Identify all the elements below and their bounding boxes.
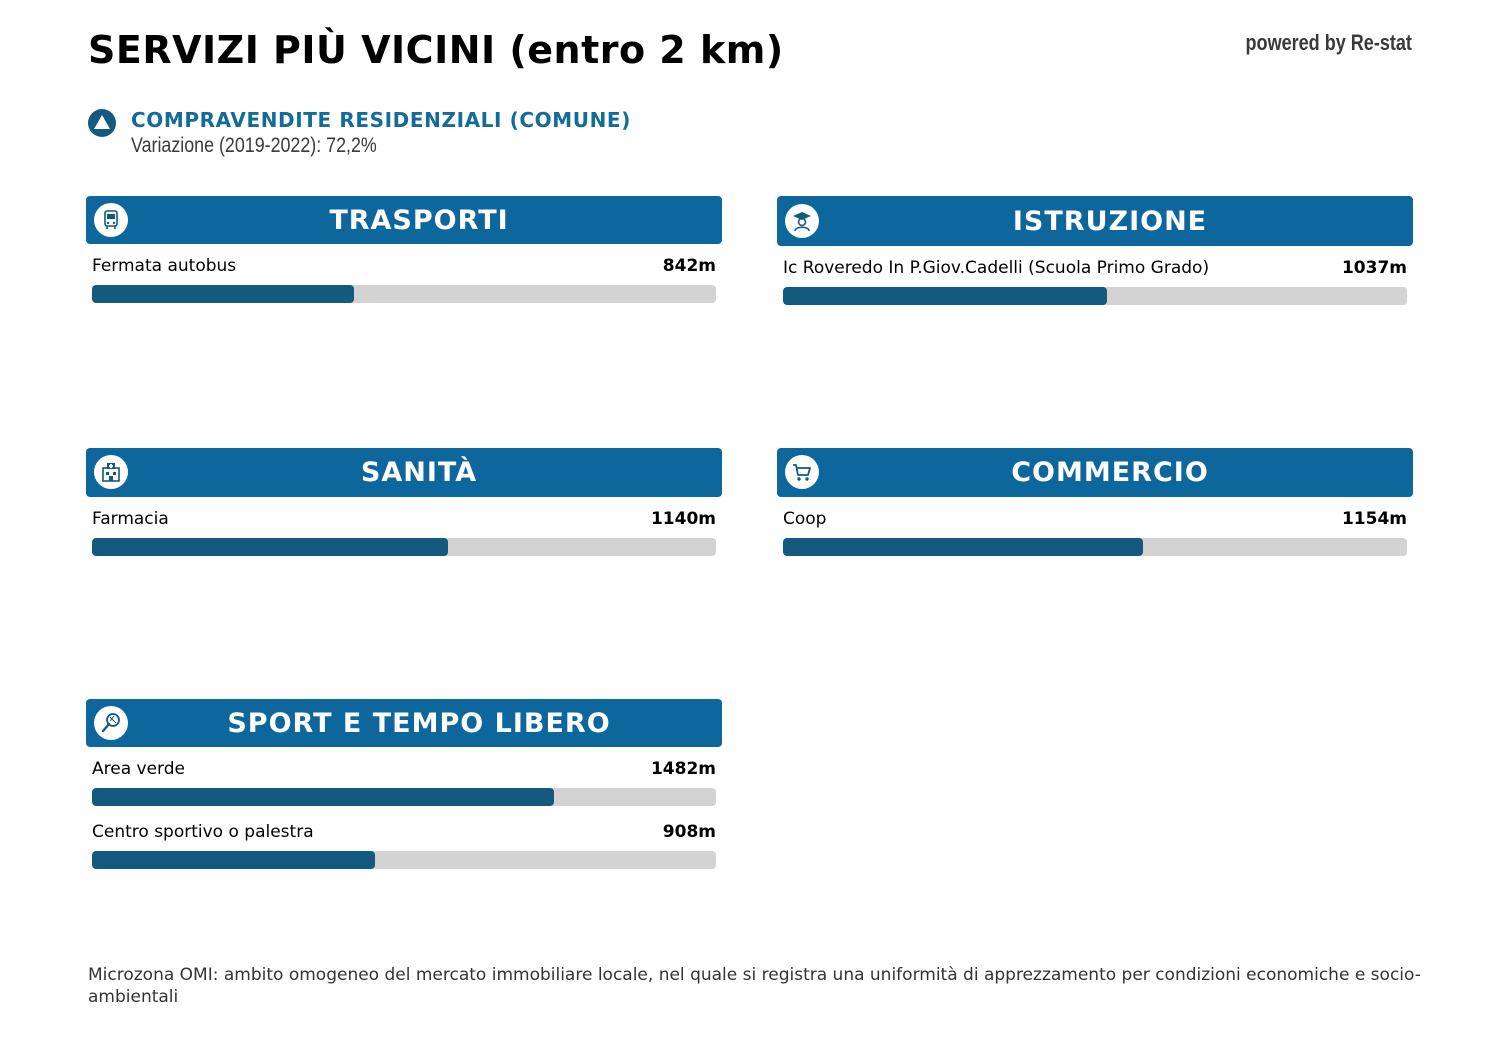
distance-bar-fill <box>92 538 448 556</box>
service-distance: 1154m <box>1341 509 1407 529</box>
list-item: Ic Roveredo In P.Giov.Cadelli (Scuola Pr… <box>783 246 1407 310</box>
service-distance: 908m <box>662 822 716 842</box>
card-trasporti: TRASPORTI Fermata autobus 842m <box>86 196 722 308</box>
card-istruzione: ISTRUZIONE Ic Roveredo In P.Giov.Cadelli… <box>777 196 1413 310</box>
card-sanita: SANITÀ Farmacia 1140m <box>86 448 722 561</box>
up-triangle-icon <box>88 109 116 137</box>
card-header: SPORT E TEMPO LIBERO <box>86 699 722 747</box>
service-name: Ic Roveredo In P.Giov.Cadelli (Scuola Pr… <box>783 258 1210 278</box>
bus-icon <box>94 203 128 237</box>
card-title: ISTRUZIONE <box>1012 205 1208 237</box>
distance-bar <box>783 287 1407 305</box>
indicator-subtitle: Variazione (2019-2022): 72,2% <box>131 134 377 157</box>
distance-bar-fill <box>783 287 1108 305</box>
service-distance: 1482m <box>650 759 716 779</box>
service-name: Area verde <box>92 759 185 779</box>
card-sport: SPORT E TEMPO LIBERO Area verde 1482m Ce… <box>86 699 722 874</box>
service-name: Centro sportivo o palestra <box>92 822 314 842</box>
distance-bar <box>92 851 716 869</box>
service-distance: 1140m <box>650 509 716 529</box>
distance-bar-fill <box>783 538 1144 556</box>
card-header: ISTRUZIONE <box>777 196 1413 246</box>
service-name: Fermata autobus <box>92 256 237 276</box>
distance-bar-fill <box>92 851 376 869</box>
student-icon <box>785 204 819 238</box>
card-header: SANITÀ <box>86 448 722 497</box>
distance-bar <box>92 285 716 303</box>
cart-icon <box>785 455 819 489</box>
indicator-title: COMPRAVENDITE RESIDENZIALI (COMUNE) <box>131 108 631 132</box>
tennis-icon <box>94 706 128 740</box>
service-name: Farmacia <box>92 509 169 529</box>
powered-by-label: powered by Re-stat <box>1245 30 1412 55</box>
distance-bar <box>92 788 716 806</box>
card-title: TRASPORTI <box>329 204 509 236</box>
card-header: COMMERCIO <box>777 448 1413 497</box>
hospital-icon <box>94 455 128 489</box>
service-name: Coop <box>783 509 827 529</box>
service-distance: 842m <box>662 256 716 276</box>
distance-bar <box>92 538 716 556</box>
card-title: SPORT E TEMPO LIBERO <box>227 707 611 739</box>
card-header: TRASPORTI <box>86 196 722 244</box>
card-title: COMMERCIO <box>1011 457 1209 488</box>
service-distance: 1037m <box>1341 258 1407 278</box>
distance-bar-fill <box>92 285 355 303</box>
distance-bar <box>783 538 1407 556</box>
footnote: Microzona OMI: ambito omogeneo del merca… <box>88 965 1421 1007</box>
page-title: SERVIZI PIÙ VICINI (entro 2 km) <box>88 28 784 72</box>
list-item: Area verde 1482m <box>92 747 716 810</box>
distance-bar-fill <box>92 788 555 806</box>
list-item: Centro sportivo o palestra 908m <box>92 810 716 874</box>
list-item: Farmacia 1140m <box>92 497 716 561</box>
list-item: Coop 1154m <box>783 497 1407 561</box>
card-commercio: COMMERCIO Coop 1154m <box>777 448 1413 561</box>
card-title: SANITÀ <box>360 457 478 488</box>
list-item: Fermata autobus 842m <box>92 244 716 308</box>
